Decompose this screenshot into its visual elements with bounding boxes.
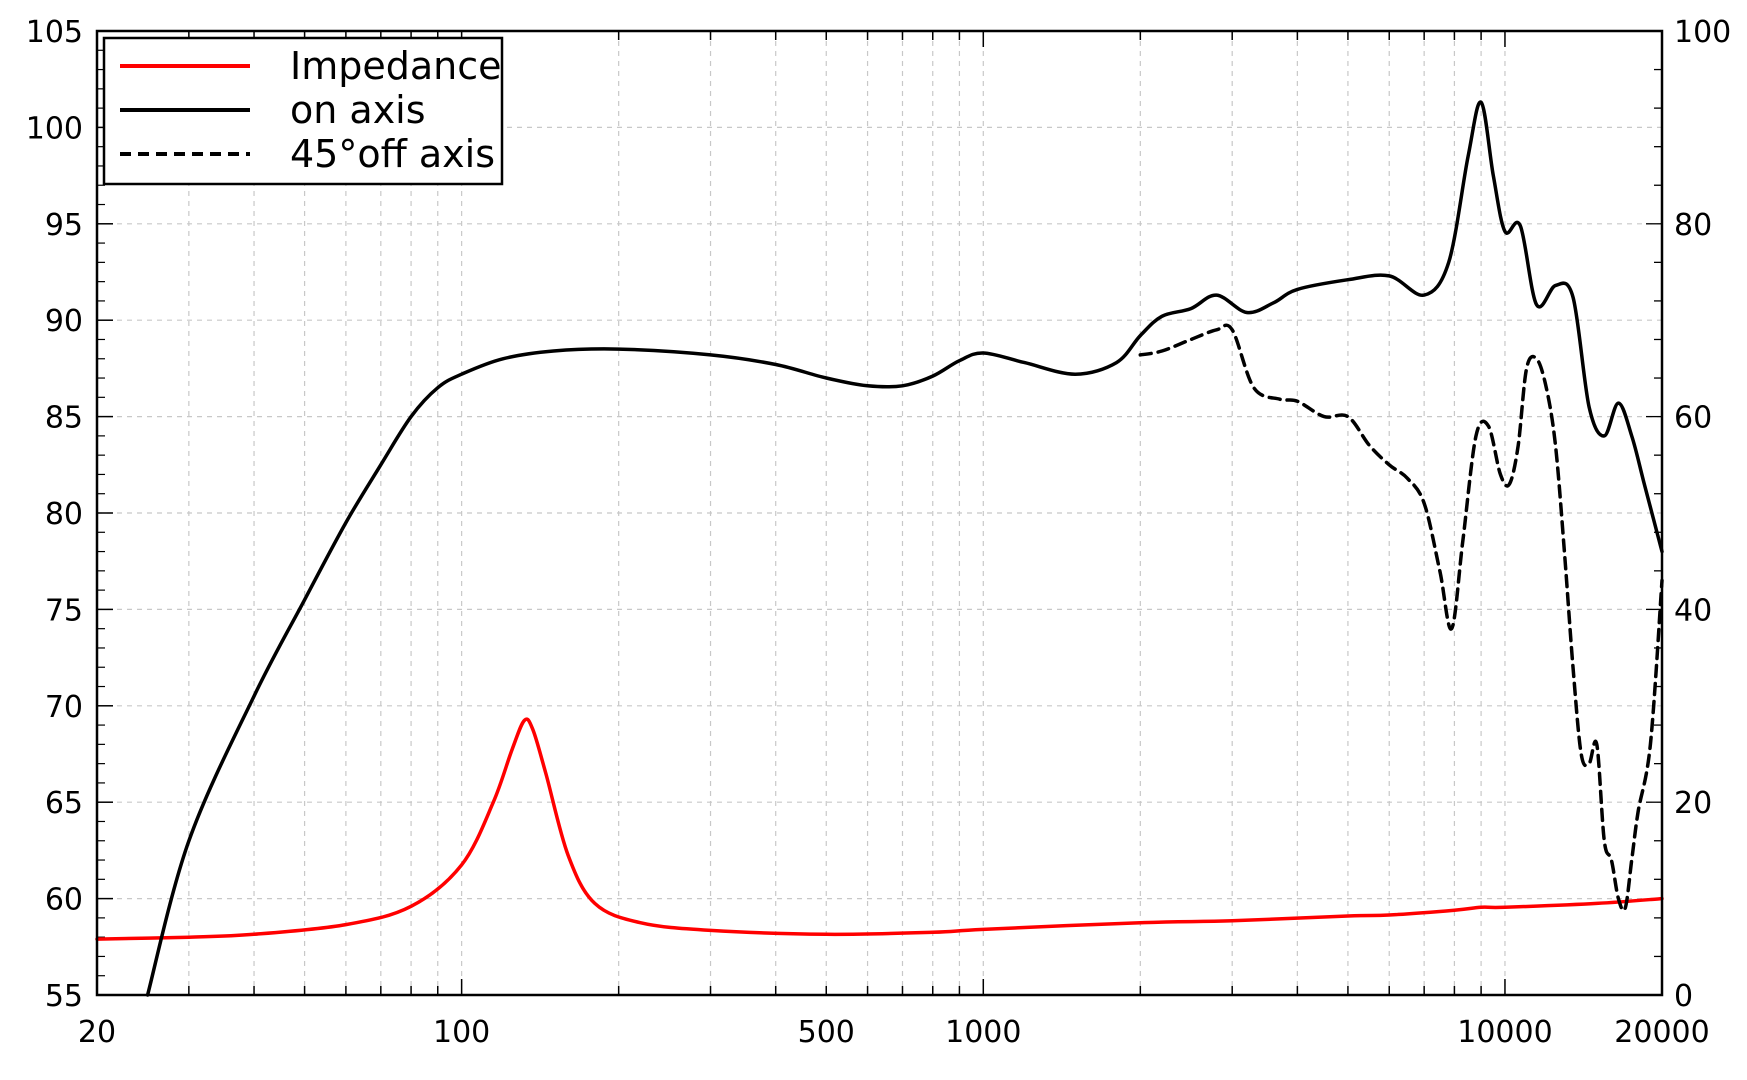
legend-label-impedance: Impedance [290,44,502,88]
y-tick-label: 85 [45,401,83,436]
x-tick-label: 100 [433,1015,490,1050]
y-tick-label: 75 [45,593,83,628]
y-tick-label: 70 [45,690,83,725]
y-tick-label: 95 [45,208,83,243]
y-tick-label: 65 [45,786,83,821]
x-tick-label: 1000 [945,1015,1021,1050]
y-tick-label: 90 [45,304,83,339]
x-tick-label: 20000 [1614,1015,1709,1050]
y2-tick-label: 0 [1674,979,1693,1014]
legend-label-on-axis: on axis [290,88,426,132]
series-line-on-axis [145,100,1664,997]
y-tick-label: 105 [26,15,83,50]
legend-label-off-axis: 45°off axis [290,132,495,176]
y-tick-label: 80 [45,497,83,532]
legend: Impedance on axis 45°off axis [102,36,504,186]
series-lines [95,100,1664,997]
series-line-impedance [95,717,1664,941]
x-tick-label: 10000 [1457,1015,1552,1050]
y2-tick-label: 20 [1674,786,1712,821]
grid [97,31,1662,995]
y2-tick-label: 100 [1674,15,1731,50]
y2-tick-labels: 0 20 40 60 80 100 [1674,15,1731,1014]
y-tick-label: 55 [45,979,83,1014]
plot-frame [95,29,1664,997]
y-tick-label: 100 [26,111,83,146]
y-tick-label: 60 [45,883,83,918]
y2-tick-label: 40 [1674,593,1712,628]
x-tick-labels: 20 100 500 1000 10000 20000 [78,1015,1710,1050]
x-tick-label: 20 [78,1015,116,1050]
y2-tick-label: 80 [1674,208,1712,243]
series-line-off-axis [1138,323,1664,913]
x-tick-label: 500 [798,1015,855,1050]
y-tick-labels: 55 60 65 70 75 80 85 90 95 100 105 [26,15,83,1014]
y2-tick-label: 60 [1674,401,1712,436]
